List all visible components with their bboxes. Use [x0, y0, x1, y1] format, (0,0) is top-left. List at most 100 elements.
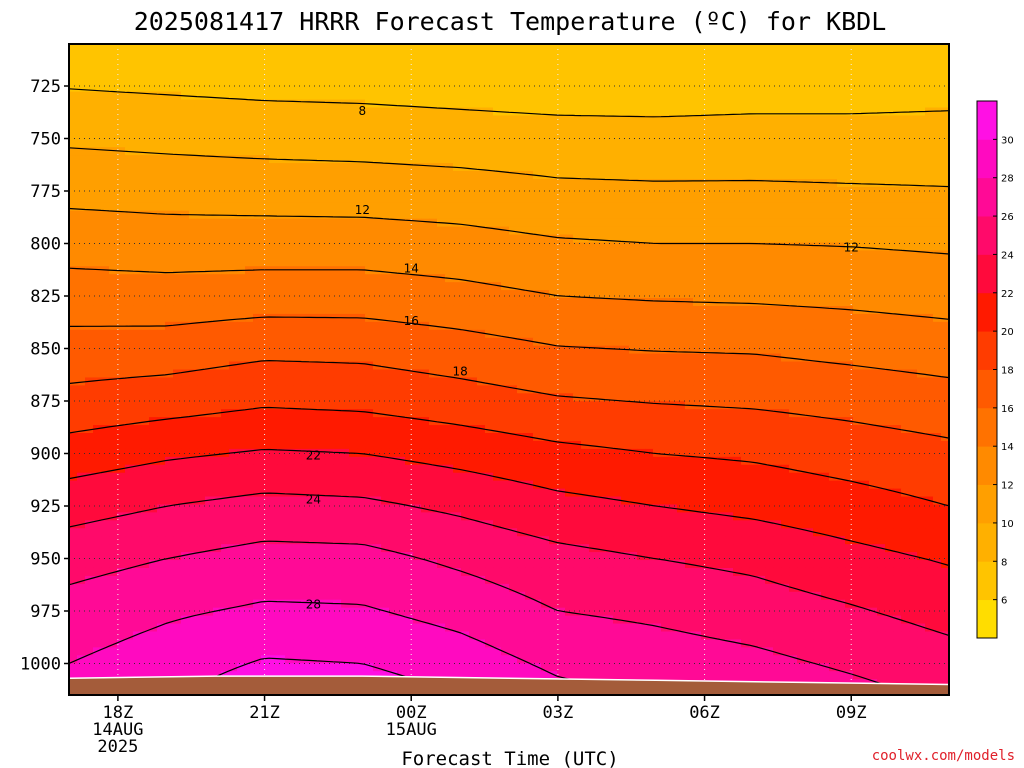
field-cell	[653, 321, 662, 331]
field-cell	[117, 329, 126, 339]
field-cell	[565, 194, 574, 204]
field-cell	[101, 99, 110, 109]
field-cell	[517, 67, 526, 77]
field-cell	[533, 345, 542, 355]
field-cell	[229, 75, 238, 85]
field-cell	[301, 258, 310, 267]
field-cell	[333, 226, 342, 236]
field-cell	[437, 353, 446, 363]
field-cell	[453, 171, 462, 180]
field-cell	[885, 305, 894, 315]
field-cell	[725, 234, 734, 244]
field-cell	[813, 186, 822, 196]
field-cell	[133, 234, 142, 244]
field-cell	[277, 107, 286, 117]
field-cell	[221, 147, 230, 156]
field-cell	[101, 258, 110, 267]
field-cell	[317, 91, 326, 101]
field-cell	[277, 337, 286, 347]
field-cell	[629, 75, 638, 85]
field-cell	[341, 361, 350, 371]
field-cell	[629, 139, 638, 148]
field-cell	[613, 99, 622, 109]
field-cell	[293, 107, 302, 117]
field-cell	[757, 353, 766, 363]
field-cell	[869, 282, 878, 291]
field-cell	[925, 290, 934, 299]
field-cell	[149, 345, 158, 355]
field-cell	[325, 147, 334, 156]
field-cell	[165, 51, 174, 61]
field-cell	[709, 258, 718, 267]
field-cell	[309, 401, 318, 410]
field-cell	[613, 67, 622, 77]
field-cell	[893, 345, 902, 355]
field-cell	[421, 361, 430, 371]
field-cell	[605, 218, 614, 228]
field-cell	[461, 186, 470, 196]
field-cell	[301, 99, 310, 109]
field-cell	[389, 99, 398, 109]
field-cell	[645, 361, 654, 371]
field-cell	[325, 385, 334, 394]
field-cell	[373, 337, 382, 347]
field-cell	[229, 107, 238, 117]
field-cell	[301, 305, 310, 315]
field-cell	[101, 210, 110, 220]
field-cell	[909, 321, 918, 331]
field-cell	[325, 242, 334, 252]
field-cell	[413, 393, 422, 402]
field-cell	[421, 123, 430, 132]
field-cell	[581, 282, 590, 291]
field-cell	[365, 234, 374, 244]
field-cell	[677, 171, 686, 180]
field-cell	[621, 44, 630, 53]
field-cell	[509, 194, 518, 204]
field-cell	[813, 210, 822, 220]
field-cell	[341, 401, 350, 410]
field-cell	[773, 377, 782, 386]
field-cell	[901, 123, 910, 132]
field-cell	[301, 178, 310, 188]
field-cell	[909, 353, 918, 363]
field-cell	[749, 369, 758, 379]
field-cell	[485, 353, 494, 363]
field-cell	[69, 353, 78, 363]
field-cell	[221, 178, 230, 188]
field-cell	[509, 99, 518, 109]
field-cell	[133, 345, 142, 355]
field-cell	[805, 266, 814, 275]
field-cell	[333, 353, 342, 363]
field-cell	[597, 274, 606, 283]
field-cell	[781, 345, 790, 355]
field-cell	[221, 202, 230, 212]
field-cell	[917, 385, 926, 394]
field-cell	[181, 202, 190, 212]
field-cell	[557, 361, 566, 371]
field-cell	[797, 329, 806, 339]
field-cell	[773, 163, 782, 172]
field-cell	[269, 171, 278, 180]
field-cell	[621, 51, 630, 61]
field-cell	[293, 186, 302, 196]
field-cell	[285, 242, 294, 252]
field-cell	[869, 377, 878, 386]
field-cell	[717, 242, 726, 252]
field-cell	[421, 44, 430, 53]
field-cell	[877, 345, 886, 355]
field-cell	[501, 305, 510, 315]
field-cell	[597, 59, 606, 69]
field-cell	[213, 369, 222, 379]
field-cell	[541, 59, 550, 69]
field-cell	[565, 83, 574, 93]
field-cell	[885, 99, 894, 109]
field-cell	[621, 75, 630, 85]
field-cell	[277, 139, 286, 148]
field-cell	[733, 83, 742, 93]
field-cell	[213, 44, 222, 53]
field-cell	[413, 147, 422, 156]
field-cell	[661, 290, 670, 299]
field-cell	[349, 139, 358, 148]
field-cell	[493, 258, 502, 267]
field-cell	[741, 186, 750, 196]
